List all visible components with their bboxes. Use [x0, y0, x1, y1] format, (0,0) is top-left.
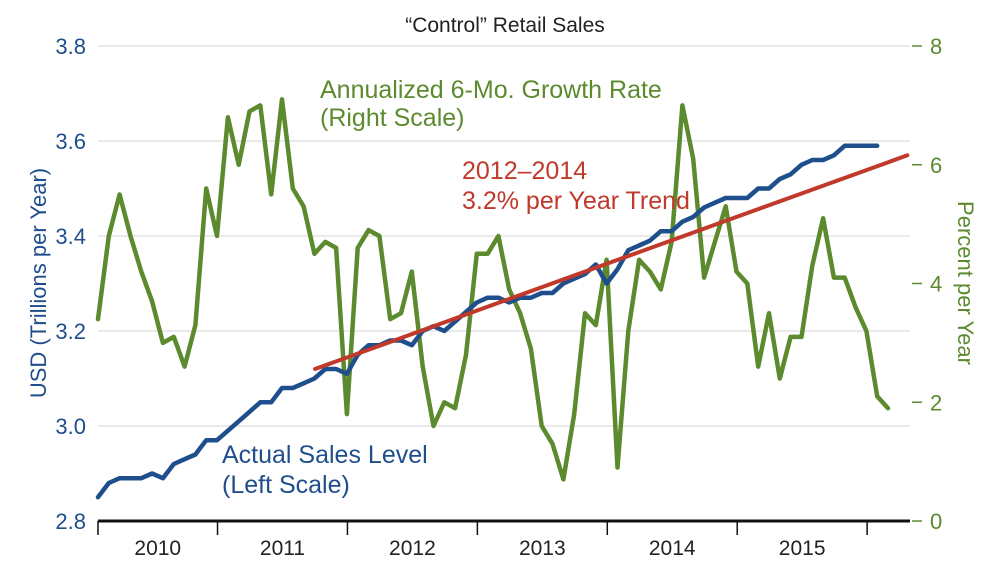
right-tick-label: 2: [930, 390, 942, 415]
x-axis: 2010 2011 2012 2013 2014 2015: [97, 519, 910, 560]
left-axis-ticks: 2.8 3.0 3.2 3.4 3.6 3.8: [55, 34, 86, 534]
annotation-growth-line2: (Right Scale): [320, 104, 465, 132]
left-tick-label: 3.6: [55, 129, 86, 154]
right-tick-label: 0: [930, 509, 942, 534]
x-tick-label: 2013: [519, 537, 566, 560]
chart-title: “Control” Retail Sales: [405, 14, 605, 37]
right-tick-label: 6: [930, 153, 942, 178]
right-tick-label: 4: [930, 272, 942, 297]
series-layer: [95, 97, 910, 500]
left-tick-label: 3.4: [55, 224, 86, 249]
annotation-sales-line1: Actual Sales Level: [222, 441, 428, 469]
x-tick-label: 2011: [260, 537, 305, 560]
right-axis-label: Percent per Year: [953, 201, 978, 365]
series-line-growth: [95, 97, 891, 482]
left-tick-label: 2.8: [55, 509, 86, 534]
x-tick-label: 2014: [649, 537, 696, 560]
annotation-sales-line2: (Left Scale): [222, 471, 350, 499]
annotation-trend-line2: 3.2% per Year Trend: [462, 187, 690, 215]
series-line-sales: [95, 143, 880, 500]
right-axis-ticks: 0 2 4 6 8: [912, 34, 942, 534]
left-tick-label: 3.2: [55, 319, 86, 344]
annotation-growth-line1: Annualized 6-Mo. Growth Rate: [320, 76, 662, 104]
series-line-trend: [313, 153, 910, 371]
annotation-trend-line1: 2012–2014: [462, 157, 587, 185]
left-axis-label: USD (Trillions per Year): [26, 168, 51, 398]
left-tick-label: 3.0: [55, 414, 86, 439]
x-tick-label: 2010: [134, 537, 181, 560]
left-tick-label: 3.8: [55, 34, 86, 59]
x-tick-label: 2012: [389, 537, 436, 560]
x-tick-label: 2015: [779, 537, 826, 560]
right-tick-label: 8: [930, 34, 942, 59]
